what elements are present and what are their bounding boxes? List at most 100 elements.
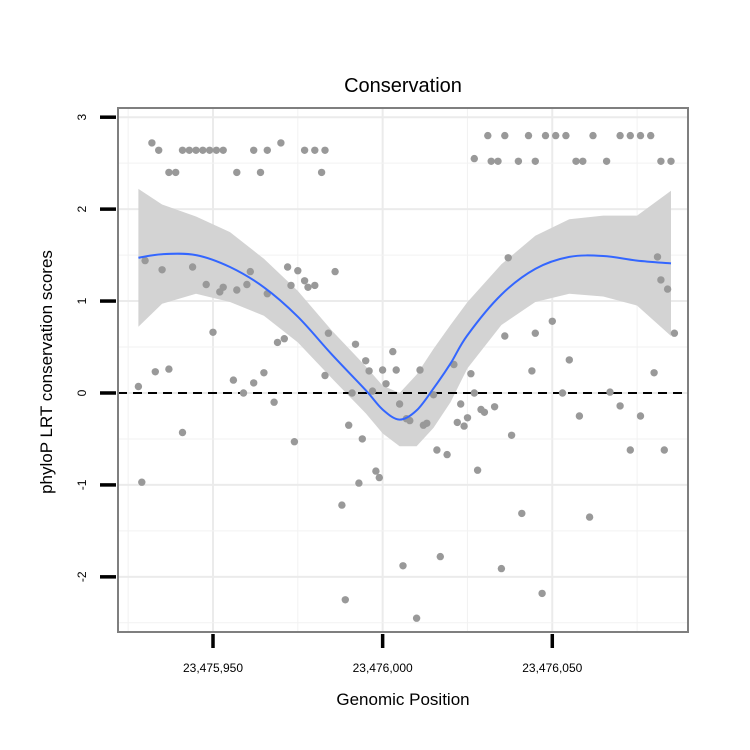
data-point (541, 131, 550, 140)
data-point (558, 389, 567, 397)
data-point (219, 146, 227, 154)
data-point (270, 398, 278, 406)
data-point (277, 139, 285, 147)
data-point (436, 552, 444, 561)
data-point (273, 338, 282, 347)
data-point (616, 131, 624, 140)
y-axis: -2 -1 0 1 2 3 (75, 114, 116, 582)
data-point (423, 419, 431, 427)
data-point (155, 146, 163, 154)
data-point (178, 428, 187, 437)
data-point (490, 403, 499, 411)
data-point (514, 157, 523, 165)
data-point (470, 154, 478, 163)
data-point (148, 139, 156, 147)
data-point (501, 332, 509, 340)
data-point (507, 431, 516, 439)
data-point (606, 388, 614, 396)
data-point (382, 380, 390, 388)
data-point (501, 131, 509, 140)
data-point (165, 168, 173, 177)
confidence-band (138, 188, 671, 447)
plot-area (117, 107, 689, 633)
data-point (246, 267, 254, 276)
data-point (443, 450, 451, 459)
smooth-trend-line (138, 252, 672, 421)
data-point (158, 266, 166, 274)
data-point (602, 157, 611, 165)
data-point (178, 146, 187, 154)
data-point (636, 131, 645, 140)
y-tick-label: 2 (75, 205, 89, 212)
data-point (233, 286, 241, 294)
data-point (348, 389, 356, 397)
data-point (538, 589, 546, 598)
y-tick-label: -1 (75, 479, 89, 490)
x-axis-title: Genomic Position (336, 690, 469, 709)
data-point (657, 157, 665, 165)
data-point (375, 473, 383, 482)
data-point (202, 280, 210, 289)
data-point (263, 146, 271, 154)
data-point (406, 416, 414, 425)
data-point (470, 389, 478, 397)
data-point (497, 564, 506, 573)
data-point (670, 329, 679, 337)
data-point (433, 446, 441, 454)
data-point (205, 146, 214, 154)
data-point (229, 376, 238, 384)
data-point (663, 285, 672, 293)
x-tick-label: 23,476,050 (522, 661, 582, 675)
data-point (331, 267, 339, 276)
data-point (399, 562, 407, 570)
data-point (209, 328, 217, 336)
data-point (579, 157, 587, 165)
data-point (636, 412, 645, 420)
data-point (355, 479, 363, 487)
data-point (338, 501, 346, 509)
data-point (134, 382, 143, 391)
data-point (565, 356, 573, 364)
data-point (341, 596, 349, 604)
data-point (552, 131, 560, 140)
data-point (365, 367, 373, 375)
y-tick-label: 3 (75, 114, 89, 121)
data-point (463, 414, 472, 422)
data-point (151, 368, 159, 376)
data-point (389, 347, 397, 356)
x-tick-label: 23,475,950 (183, 661, 243, 675)
data-point (260, 369, 268, 377)
data-point (562, 131, 570, 140)
data-point (280, 335, 288, 343)
data-point (667, 157, 675, 165)
plot-panel-border (117, 107, 689, 633)
data-point (575, 412, 584, 420)
data-point (484, 131, 492, 140)
data-point (473, 466, 482, 474)
y-axis-title: phyloP LRT conservation scores (37, 250, 56, 494)
data-point (250, 379, 258, 387)
chart-title: Conservation (344, 75, 462, 97)
data-point (460, 422, 468, 430)
data-point (416, 366, 424, 374)
data-point (524, 131, 533, 140)
data-point (317, 168, 326, 177)
data-point (368, 387, 377, 395)
data-point (188, 263, 197, 271)
data-point (531, 157, 539, 165)
data-point (626, 446, 634, 454)
data-point (572, 157, 580, 165)
data-point (212, 146, 221, 154)
data-point (395, 400, 404, 408)
y-tick-label: -2 (75, 571, 89, 582)
data-point (653, 253, 662, 261)
data-point (657, 276, 665, 284)
data-point (362, 357, 370, 365)
data-point (311, 146, 319, 154)
data-point (504, 254, 512, 262)
data-point (321, 146, 329, 154)
data-point (585, 513, 594, 521)
data-point (219, 283, 227, 291)
data-point (518, 509, 526, 518)
data-point (243, 280, 251, 289)
